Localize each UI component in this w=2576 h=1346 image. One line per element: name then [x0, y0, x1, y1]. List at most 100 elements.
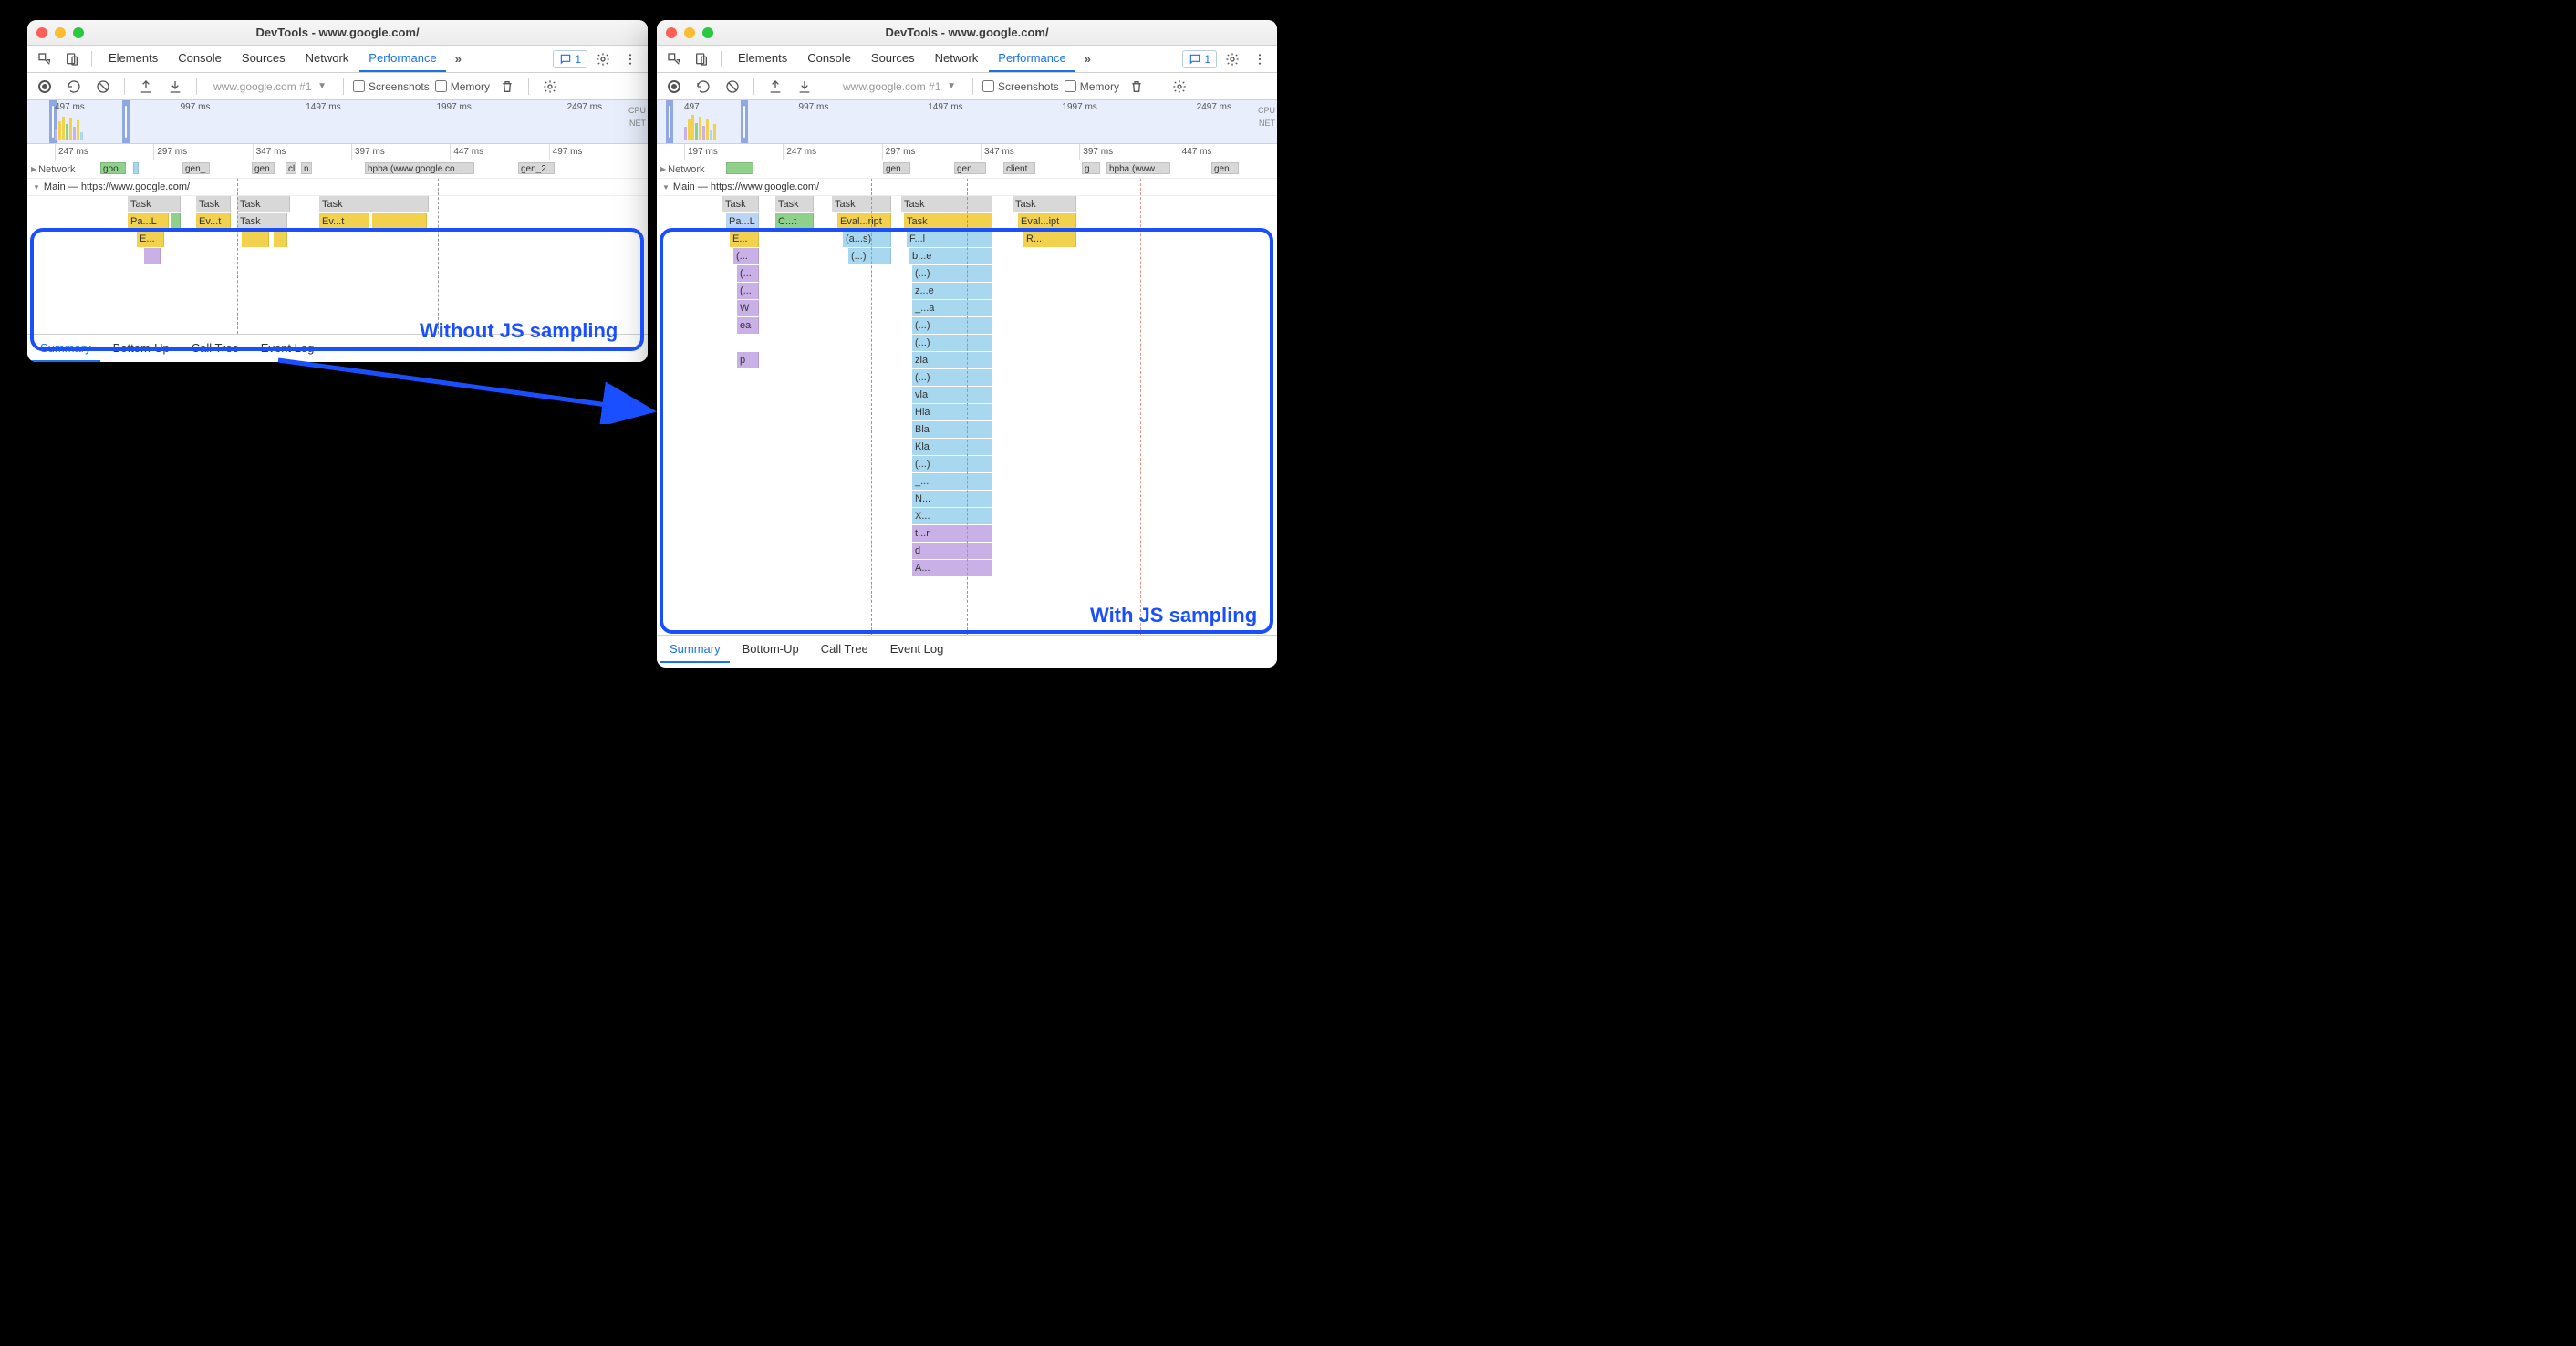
close-icon[interactable] — [666, 27, 677, 38]
flame-block[interactable]: b...e — [909, 248, 992, 264]
inspect-icon[interactable] — [662, 47, 686, 71]
flame-block[interactable]: (... — [733, 248, 759, 264]
flame-block[interactable]: R... — [1023, 231, 1076, 247]
flame-block[interactable]: Task — [237, 213, 287, 230]
network-request-block[interactable]: hpba (www... — [1106, 162, 1170, 174]
maximize-icon[interactable] — [702, 27, 713, 38]
main-thread-flame[interactable]: ▼Main — https://www.google.com/ TaskTask… — [27, 179, 648, 334]
issues-badge[interactable]: 1 — [1182, 50, 1217, 68]
tab-performance[interactable]: Performance — [359, 46, 445, 72]
flame-block[interactable]: Task — [901, 196, 992, 212]
flame-block[interactable]: Task — [1013, 196, 1076, 212]
btab-bottom-up[interactable]: Bottom-Up — [104, 336, 179, 362]
gc-icon[interactable] — [1125, 75, 1148, 98]
flame-block[interactable]: A... — [912, 560, 992, 576]
network-request-block[interactable]: goo... — [100, 162, 126, 174]
flame-block[interactable]: (...) — [912, 456, 992, 472]
tab-network[interactable]: Network — [296, 46, 358, 72]
kebab-menu-icon[interactable] — [618, 47, 642, 71]
reload-record-button[interactable] — [62, 75, 86, 98]
btab-call-tree[interactable]: Call Tree — [812, 637, 878, 663]
flame-block[interactable]: z...e — [912, 283, 992, 299]
flame-block[interactable]: (...) — [912, 335, 992, 351]
flame-block[interactable]: Pa...L — [128, 213, 169, 230]
flame-block[interactable]: (...) — [912, 317, 992, 334]
flame-block[interactable]: E... — [730, 231, 759, 247]
flame-block[interactable]: (...) — [912, 265, 992, 282]
network-track[interactable]: ▶Network goo...gen_...gen...cl...n...hpb… — [27, 160, 648, 179]
flame-block[interactable]: F...l — [907, 231, 992, 247]
network-request-block[interactable]: n... — [301, 162, 312, 174]
flame-block[interactable]: t...r — [912, 525, 992, 542]
flame-block[interactable]: Hla — [912, 404, 992, 420]
flame-block[interactable]: vla — [912, 387, 992, 403]
network-request-block[interactable] — [726, 162, 753, 174]
overview-timeline[interactable]: 497 ms 997 ms 1497 ms 1997 ms 2497 ms CP… — [27, 100, 648, 144]
flame-block[interactable]: (...) — [912, 369, 992, 386]
flame-block[interactable]: E... — [137, 231, 164, 247]
capture-settings-gear-icon[interactable] — [1168, 75, 1191, 98]
tab-sources[interactable]: Sources — [862, 46, 924, 72]
download-icon[interactable] — [793, 75, 816, 98]
network-request-block[interactable]: gen_2... — [518, 162, 555, 174]
download-icon[interactable] — [163, 75, 187, 98]
flame-block[interactable]: W — [737, 300, 759, 316]
inspect-icon[interactable] — [33, 47, 57, 71]
capture-settings-gear-icon[interactable] — [538, 75, 562, 98]
flame-block[interactable]: Task — [128, 196, 181, 212]
flame-block[interactable] — [372, 213, 427, 230]
btab-summary[interactable]: Summary — [660, 637, 730, 663]
btab-call-tree[interactable]: Call Tree — [182, 336, 248, 362]
flame-block[interactable] — [171, 213, 181, 230]
network-request-block[interactable]: gen... — [883, 162, 910, 174]
flame-block[interactable]: Task — [775, 196, 814, 212]
close-icon[interactable] — [36, 27, 47, 38]
flame-block[interactable] — [242, 231, 269, 247]
upload-icon[interactable] — [763, 75, 787, 98]
flame-block[interactable]: X... — [912, 508, 992, 524]
flame-block[interactable]: C...t — [775, 213, 814, 230]
flame-block[interactable] — [144, 248, 161, 264]
tab-console[interactable]: Console — [169, 46, 231, 72]
tab-sources[interactable]: Sources — [233, 46, 295, 72]
network-request-block[interactable]: g... — [1082, 162, 1100, 174]
btab-event-log[interactable]: Event Log — [252, 336, 324, 362]
device-toggle-icon[interactable] — [60, 47, 84, 71]
flame-block[interactable]: zla — [912, 352, 992, 368]
recording-select[interactable]: www.google.com #1 ▼ — [206, 78, 334, 96]
network-track[interactable]: ▶Network gen...gen...clientg...hpba (www… — [657, 160, 1277, 179]
flame-block[interactable]: Kla — [912, 439, 992, 455]
network-request-block[interactable]: gen... — [252, 162, 275, 174]
network-request-block[interactable]: hpba (www.google.co... — [365, 162, 474, 174]
clear-button[interactable] — [91, 75, 115, 98]
minimize-icon[interactable] — [684, 27, 695, 38]
flame-block[interactable]: Ev...t — [196, 213, 231, 230]
btab-event-log[interactable]: Event Log — [881, 637, 953, 663]
network-request-block[interactable]: gen... — [954, 162, 986, 174]
flame-block[interactable]: (a...s) — [843, 231, 891, 247]
main-thread-flame[interactable]: ▼Main — https://www.google.com/ TaskTask… — [657, 179, 1277, 635]
record-button[interactable] — [33, 75, 57, 98]
flame-block[interactable]: (... — [737, 265, 759, 282]
gc-icon[interactable] — [495, 75, 519, 98]
flame-block[interactable]: Task — [832, 196, 891, 212]
network-request-block[interactable] — [133, 162, 139, 174]
flame-block[interactable]: p — [737, 352, 759, 368]
minimize-icon[interactable] — [55, 27, 66, 38]
flame-block[interactable]: Ev...t — [319, 213, 369, 230]
settings-gear-icon[interactable] — [1220, 47, 1244, 71]
network-request-block[interactable]: client — [1003, 162, 1035, 174]
flame-block[interactable]: Task — [722, 196, 759, 212]
screenshots-checkbox[interactable]: Screenshots — [353, 80, 430, 93]
flame-block[interactable]: Eval...ript — [837, 213, 891, 230]
tab-elements[interactable]: Elements — [729, 46, 796, 72]
network-request-block[interactable]: cl... — [286, 162, 296, 174]
tab-console[interactable]: Console — [798, 46, 860, 72]
record-button[interactable] — [662, 75, 686, 98]
memory-checkbox[interactable]: Memory — [435, 80, 490, 93]
flame-block[interactable]: ea — [737, 317, 759, 334]
network-request-block[interactable]: gen_... — [182, 162, 210, 174]
settings-gear-icon[interactable] — [591, 47, 615, 71]
issues-badge[interactable]: 1 — [553, 50, 587, 68]
maximize-icon[interactable] — [73, 27, 84, 38]
